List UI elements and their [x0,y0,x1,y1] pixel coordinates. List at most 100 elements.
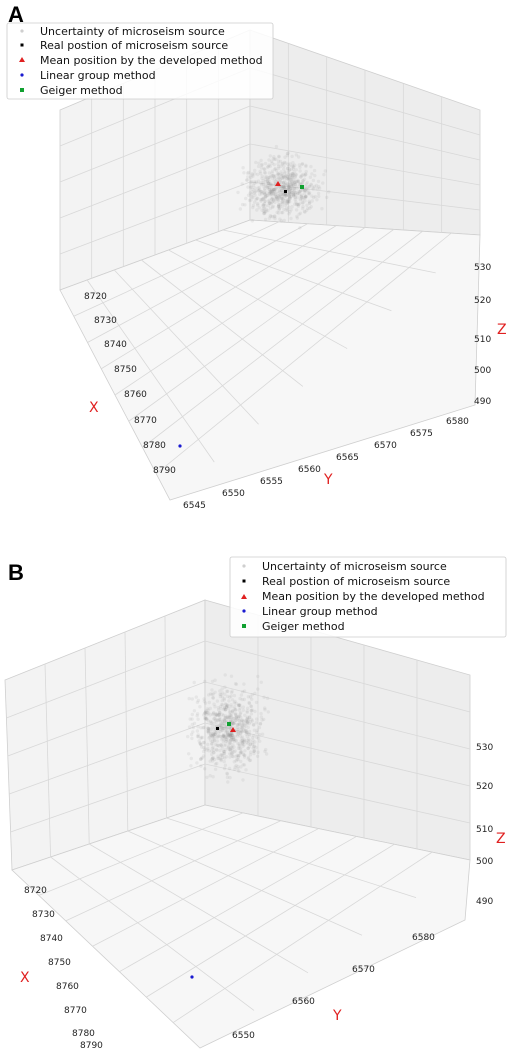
uncertainty-point [268,206,273,210]
uncertainty-point [230,731,234,736]
uncertainty-point [223,685,227,689]
uncertainty-point [277,206,282,211]
uncertainty-point [204,710,208,714]
uncertainty-point [271,197,275,202]
uncertainty-point [301,201,305,205]
uncertainty-point [279,186,283,190]
uncertainty-point [248,715,252,719]
uncertainty-point [303,195,307,199]
uncertainty-point [242,753,246,757]
uncertainty-point [284,181,288,185]
uncertainty-point [284,193,289,197]
uncertainty-point [284,183,288,187]
uncertainty-point [287,167,292,172]
x-tick-labels-a: 8720 8730 8740 8750 8760 8770 8780 8790 [84,292,176,476]
x-tick: 8760 [124,390,147,400]
uncertainty-point [259,189,263,194]
uncertainty-point [276,194,280,198]
uncertainty-point [231,719,235,723]
uncertainty-point [266,175,271,180]
uncertainty-point [223,716,227,720]
uncertainty-point [298,189,303,193]
uncertainty-point [242,729,247,733]
uncertainty-point [272,192,276,196]
uncertainty-point [306,188,310,192]
uncertainty-point [291,190,295,195]
uncertainty-point [236,716,241,720]
uncertainty-point [245,710,249,715]
uncertainty-point [273,167,278,171]
uncertainty-point [295,192,300,196]
uncertainty-point [218,711,222,715]
uncertainty-point [275,210,279,215]
uncertainty-point [213,678,217,682]
gridline [7,681,206,757]
uncertainty-point [244,730,249,735]
uncertainty-point [260,192,264,196]
uncertainty-point [260,198,264,202]
uncertainty-point [298,165,302,169]
uncertainty-point [268,190,273,194]
uncertainty-point [221,740,226,744]
uncertainty-point [232,737,236,742]
uncertainty-point [199,764,203,768]
uncertainty-point [212,757,217,762]
uncertainty-point [307,184,311,188]
uncertainty-point [253,691,257,696]
gridline [44,663,51,858]
uncertainty-point [202,711,207,715]
uncertainty-point [217,731,221,735]
uncertainty-point [265,179,270,183]
uncertainty-point [233,699,237,704]
uncertainty-point [288,173,292,178]
uncertainty-point [288,189,292,194]
uncertainty-point [227,732,232,736]
x-tick: 8770 [134,416,157,426]
gridline [6,640,206,719]
uncertainty-point [219,727,223,731]
uncertainty-point [258,171,263,176]
uncertainty-point [287,185,291,190]
uncertainty-point [242,738,247,742]
uncertainty-point [215,713,220,717]
uncertainty-point [233,708,238,712]
uncertainty-point [264,194,268,198]
y-tick: 6555 [260,477,283,487]
uncertainty-point [217,710,222,715]
uncertainty-point [278,193,282,197]
uncertainty-point [299,175,303,179]
uncertainty-point [213,705,217,709]
uncertainty-point [236,741,240,746]
uncertainty-point [242,763,247,767]
uncertainty-point [233,718,238,722]
uncertainty-point [259,163,264,167]
uncertainty-point [229,705,233,709]
uncertainty-point [288,192,292,196]
uncertainty-point [282,160,287,165]
uncertainty-point [222,706,227,710]
uncertainty-point [295,214,299,219]
uncertainty-point [293,192,298,197]
uncertainty-point [225,703,229,708]
uncertainty-point [303,172,308,176]
uncertainty-point [232,760,236,764]
uncertainty-point [277,208,281,212]
gridline [59,143,251,219]
uncertainty-point [221,721,225,726]
y-tick-labels-b: 6550 6560 6570 6580 [232,933,435,1041]
uncertainty-point [210,757,214,761]
uncertainty-point [231,743,235,747]
uncertainty-point [271,200,275,204]
uncertainty-point [195,734,200,739]
uncertainty-point [281,185,286,189]
uncertainty-point [249,185,253,189]
uncertainty-point [230,733,234,737]
z-tick: 510 [476,825,493,835]
uncertainty-point [286,198,290,202]
uncertainty-point [285,151,290,156]
uncertainty-point [230,709,235,714]
uncertainty-point [285,202,289,206]
uncertainty-point [220,729,224,733]
uncertainty-point [189,756,193,761]
